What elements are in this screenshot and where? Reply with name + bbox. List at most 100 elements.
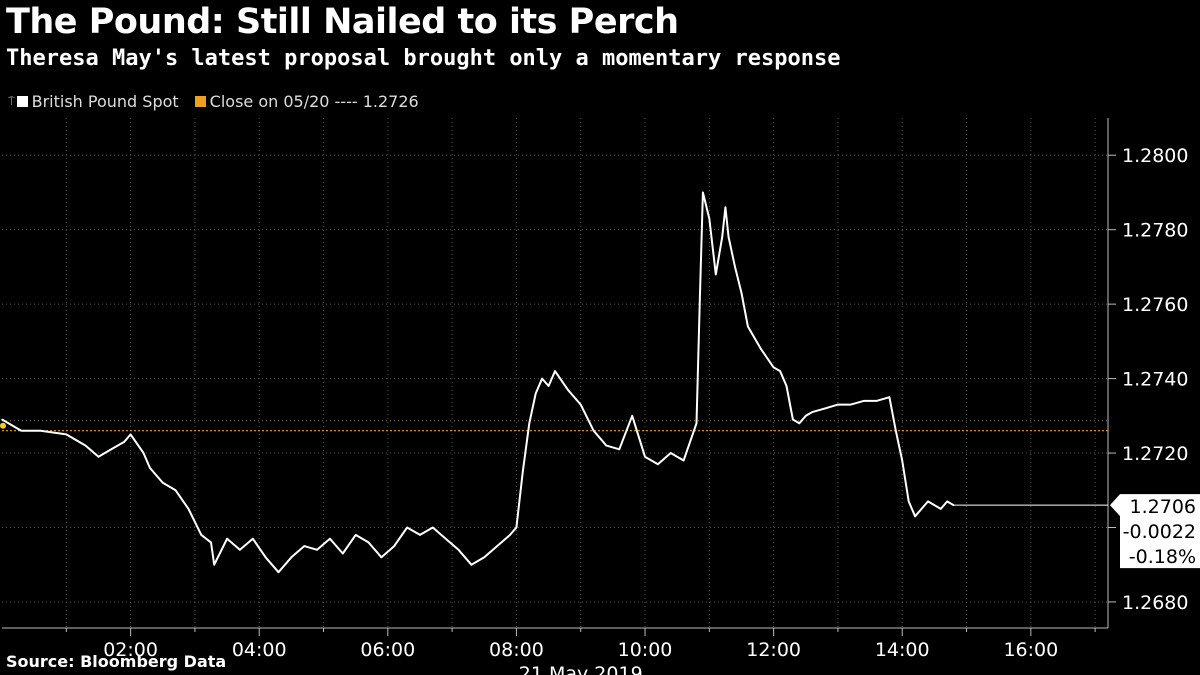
data-point [862,400,865,402]
data-point [579,403,582,406]
data-point [804,415,807,417]
legend-item-series: British Pound Spot [16,92,179,111]
data-point [798,422,801,425]
data-point [592,429,595,432]
data-point [682,459,685,462]
data-point [123,441,125,443]
data-point [444,537,447,540]
data-point [470,563,473,566]
data-point [792,418,794,421]
data-point [251,537,254,540]
data-point [702,191,704,194]
data-point [187,508,190,510]
data-point [367,541,370,544]
data-point [354,534,357,536]
data-point [380,556,383,559]
data-point [213,563,215,566]
data-point [669,452,672,454]
reference-marker [0,422,6,429]
data-point [644,455,646,458]
data-point [161,482,164,484]
data-point [342,552,344,555]
x-tick-label: 10:00 [618,639,673,661]
legend-item-reference: Close on 05/20 ---- 1.2726 [194,92,419,111]
data-point [20,429,23,432]
data-point [567,388,569,391]
data-point [277,571,280,573]
data-point [515,526,518,529]
y-tick-label: 1.2800 [1122,145,1188,167]
data-point [541,377,543,380]
last-value-pct: -0.18% [1129,546,1196,568]
data-point [264,556,267,559]
data-point [65,433,68,436]
chart-subtitle: Theresa May's latest proposal brought on… [6,46,841,71]
data-point [907,500,910,503]
data-point [129,433,132,436]
chart-title: The Pound: Still Nailed to its Perch [6,2,679,42]
x-tick-label: 14:00 [875,639,930,661]
data-point [316,549,318,551]
y-tick-label: 1.2680 [1122,592,1188,614]
data-point [39,429,42,432]
data-point [528,422,531,425]
data-point [393,545,396,547]
data-point [605,444,608,447]
data-point [724,206,727,209]
data-point [522,470,524,473]
data-point [496,545,498,547]
x-tick-label: 08:00 [489,639,544,661]
x-tick-label: 04:00 [232,639,287,661]
data-point [740,292,743,294]
data-point [110,448,113,451]
data-point [329,537,331,540]
data-point [97,455,100,458]
last-value-change: -0.0022 [1123,521,1196,543]
y-tick-label: 1.2780 [1122,220,1188,242]
data-point [734,266,736,268]
x-tick-label: 02:00 [103,639,158,661]
data-point [721,236,723,238]
data-point [747,325,749,328]
data-point [772,366,775,369]
data-point [303,545,306,547]
data-point [406,526,408,529]
legend-swatch-series [16,96,28,107]
data-point [837,403,839,406]
data-point [509,534,511,536]
data-point [457,549,460,551]
data-point [901,459,904,462]
data-point [534,392,537,395]
data-point [200,534,203,536]
legend-swatch-reference [194,96,206,107]
data-point [631,415,633,417]
data-point [142,452,145,454]
data-point [824,407,826,410]
data-point [895,429,897,432]
data-point [920,508,923,510]
data-point [239,549,241,551]
data-point [727,236,730,238]
data-point [290,556,293,559]
data-point [226,537,228,540]
x-tick-label: 06:00 [360,639,415,661]
last-value-box [1110,494,1200,569]
data-point [1,418,3,421]
data-point [547,385,550,387]
data-point [483,556,486,559]
data-point [174,489,177,492]
data-point [811,411,814,413]
x-tick-label: 16:00 [1003,639,1058,661]
y-tick-label: 1.2760 [1122,294,1188,316]
chart-legend: ⍑ British Pound Spot Close on 05/20 ----… [8,92,435,111]
data-point [849,403,852,406]
data-point [888,396,891,398]
data-point [84,444,87,447]
legend-marker-icon: ⍑ [8,94,15,108]
data-point [785,385,788,387]
data-point [149,467,151,469]
data-point [695,422,698,425]
legend-label-series: British Pound Spot [31,92,179,111]
last-value-price: 1.2706 [1130,496,1196,518]
